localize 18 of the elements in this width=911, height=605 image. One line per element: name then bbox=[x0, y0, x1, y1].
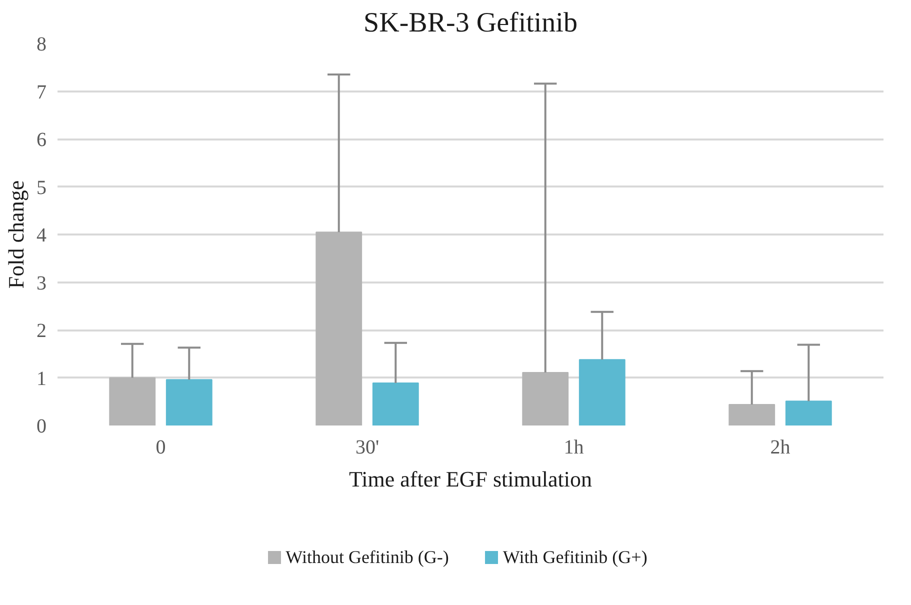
y-tick-label: 4 bbox=[36, 224, 46, 246]
chart-title: SK-BR-3 Gefitinib bbox=[364, 8, 578, 38]
y-tick-label: 3 bbox=[36, 272, 46, 294]
legend-label: With Gefitinib (G+) bbox=[502, 546, 648, 569]
y-tick-label: 8 bbox=[36, 34, 46, 56]
y-tick-label: 6 bbox=[36, 129, 46, 151]
x-tick-label: 2h bbox=[770, 436, 790, 458]
y-axis-title: Fold change bbox=[4, 180, 28, 289]
y-tick-label: 5 bbox=[36, 176, 46, 199]
x-tick-label: 0 bbox=[156, 436, 166, 458]
y-tick-label: 7 bbox=[36, 81, 46, 104]
y-tick-label: 0 bbox=[36, 416, 46, 438]
y-tick-label: 1 bbox=[36, 368, 46, 390]
y-tick-label: 2 bbox=[36, 320, 46, 342]
x-tick-label: 30' bbox=[355, 436, 380, 458]
legend-label: Without Gefitinib (G-) bbox=[286, 546, 449, 569]
x-tick-label: 1h bbox=[564, 436, 584, 458]
x-axis-title: Time after EGF stimulation bbox=[348, 466, 592, 492]
